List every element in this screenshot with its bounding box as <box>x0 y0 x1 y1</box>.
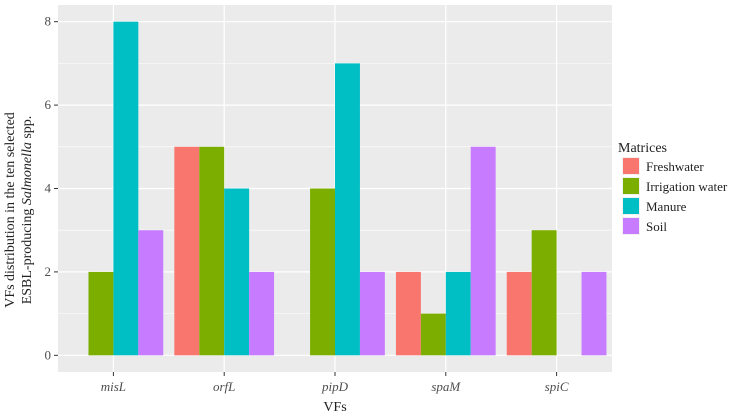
bar-spaM-soil <box>470 146 496 356</box>
bar-pipD-manure <box>335 63 360 356</box>
x-axis-ticks: misL orfL pipD spaM spiC <box>101 372 569 394</box>
bar-orfL-manure <box>224 188 250 356</box>
y-axis-title-italic: Salmonella <box>20 142 35 205</box>
x-tick-label: orfL <box>213 379 235 394</box>
x-axis-title: VFs <box>323 400 346 415</box>
legend-swatch-manure <box>623 198 639 214</box>
bar-pipD-soil <box>359 271 385 356</box>
y-tick-label: 6 <box>45 97 52 112</box>
x-tick-label: pipD <box>321 379 349 394</box>
legend-label: Irrigation water <box>646 179 728 194</box>
x-tick-label: misL <box>101 379 126 394</box>
bar-misL-manure <box>113 21 139 356</box>
x-tick-label: spaM <box>431 379 461 394</box>
bar-spaM-freshwater <box>395 271 421 356</box>
y-axis-title-prefix: ESBL-producing <box>20 205 35 304</box>
y-axis-ticks: 0 2 4 6 8 <box>45 14 58 362</box>
y-tick-label: 4 <box>45 181 52 196</box>
legend-swatch-soil <box>623 218 639 234</box>
bar-spiC-freshwater <box>506 271 532 356</box>
legend-swatch-irrigation-water <box>623 178 639 194</box>
y-axis-title-line1: VFs distribution in the ten selected <box>3 112 18 308</box>
bar-pipD-irrigation-water <box>310 188 335 356</box>
y-axis-title-line2: ESBL-producing Salmonella spp. <box>20 116 35 305</box>
y-axis-title: VFs distribution in the ten selected ESB… <box>3 112 35 308</box>
y-axis-title-suffix: spp. <box>20 116 35 142</box>
legend-title: Matrices <box>618 141 667 156</box>
bar-misL-soil <box>138 230 164 356</box>
y-tick-label: 0 <box>45 347 52 362</box>
bar-spiC-irrigation-water <box>531 230 557 356</box>
bar-orfL-freshwater <box>174 146 200 356</box>
y-tick-label: 2 <box>45 264 52 279</box>
bar-orfL-irrigation-water <box>199 146 225 356</box>
y-tick-label: 8 <box>45 14 52 29</box>
bar-misL-irrigation-water <box>88 271 114 356</box>
bar-orfL-soil <box>249 271 275 356</box>
legend-label: Manure <box>646 199 687 214</box>
legend-label: Soil <box>646 219 667 234</box>
legend: Matrices Freshwater Irrigation water Manur… <box>618 141 728 235</box>
legend-label: Freshwater <box>646 159 704 174</box>
bars <box>88 21 607 356</box>
x-tick-label: spiC <box>545 379 569 394</box>
legend-swatch-freshwater <box>623 158 639 174</box>
bar-spaM-irrigation-water <box>420 313 446 356</box>
bar-spiC-soil <box>581 271 607 356</box>
bar-spaM-manure <box>445 271 471 356</box>
